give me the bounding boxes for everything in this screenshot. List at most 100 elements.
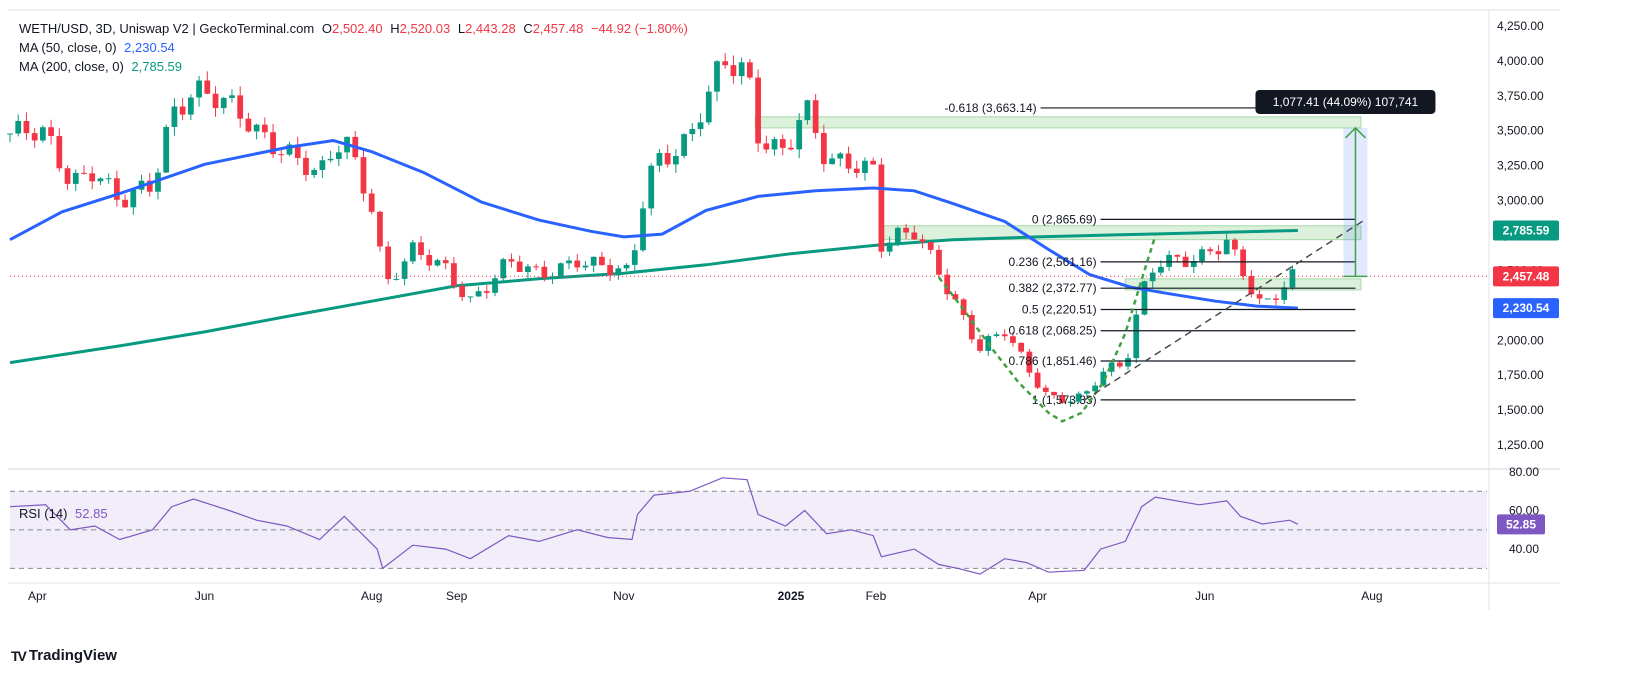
price-tick: 3,000.00 [1497,194,1544,208]
candle-up [1190,261,1197,267]
candle-up [1166,254,1173,267]
candle-down [936,249,942,275]
fib-label-0.236: 0.236 (2,561.16) [1009,255,1097,269]
tradingview-logo[interactable]: TV TradingView [11,647,117,664]
candle-up [7,133,13,135]
candle-up [1125,358,1131,367]
candle-up [705,91,712,123]
candle-up [1075,393,1082,402]
measure-arrow-head [1344,126,1366,139]
ohlc-change: −44.92 (−1.80%) [590,21,688,36]
candle-up [631,250,638,265]
time-label: Feb [866,589,887,603]
ma50-label: MA (50, close, 0) [19,40,117,55]
candle-up [582,265,589,268]
last-price-tag-text: 2,457.48 [1503,269,1550,283]
ohlc-open: O2,502.40 [321,21,383,36]
candle-up [1158,266,1164,273]
ma50-price-tag [1493,298,1559,319]
candle-up [1108,362,1115,372]
candle-down [1059,395,1066,403]
candle-up [829,158,835,165]
candle-down [763,143,770,150]
candle-up [187,97,194,115]
candle-up [220,97,227,109]
ma200-legend[interactable]: MA (200, close, 0) 2,785.59 [19,59,186,74]
candle-up [155,172,161,192]
candle-up [1141,281,1148,315]
candle-down [294,144,301,158]
ma200-value: 2,785.59 [131,59,183,74]
candle-up [566,260,572,264]
candle-up [1067,401,1074,403]
rsi-legend[interactable]: RSI (14) 52.85 [19,506,112,521]
candle-up [1223,239,1230,255]
trend-line [1083,218,1367,401]
candle-down [845,153,852,169]
candle-down [23,120,30,134]
candle-down [516,261,523,272]
ma200-price-tag-text: 2,785.59 [1503,224,1550,238]
candle-down [730,65,737,77]
time-label: Aug [361,589,382,603]
price-tick: 2,000.00 [1497,333,1544,347]
candle-up [1133,314,1140,359]
candle-down [508,259,515,262]
time-label: Jun [195,589,214,603]
candle-up [557,263,564,278]
candle-down [903,227,909,233]
candle-up [640,208,646,251]
candle-down [960,299,967,315]
ma200-label: MA (200, close, 0) [19,59,124,74]
candle-up [319,160,326,170]
candle-up [409,242,416,262]
candle-up [894,227,901,243]
candle-up [311,169,318,175]
candle-down [179,106,186,115]
candle-down [1232,239,1238,250]
candle-down [48,127,54,137]
ohlc-close: C2,457.48 [523,21,584,36]
ma50-value: 2,230.54 [124,40,175,55]
candle-up [475,291,482,297]
price-tick: 1,750.00 [1497,368,1544,382]
candle-down [360,157,367,194]
fib-label-0.618: 0.618 (2,068.25) [1009,324,1097,338]
candle-down [451,263,457,286]
ma50-legend[interactable]: MA (50, close, 0) 2,230.54 [19,40,179,55]
candle-down [574,260,581,268]
candle-up [492,278,498,293]
candle-up [714,61,720,92]
candle-down [870,160,877,165]
candle-up [590,256,597,266]
candle-up [796,120,803,150]
fib-label-0.382: 0.382 (2,372.77) [1009,281,1097,295]
candle-down [418,242,424,256]
candle-down [1001,334,1008,337]
candle-down [146,180,153,192]
upper-target-zone [754,116,1362,129]
candle-up [549,277,556,279]
time-label: Apr [1028,589,1047,603]
candle-down [204,80,211,94]
candle-down [1207,249,1214,252]
candle-up [525,266,531,272]
candle-up [738,62,745,77]
candle-up [886,242,893,252]
candle-down [270,132,276,155]
resistance-zone [880,225,1362,241]
candle-down [1116,362,1123,367]
symbol-legend[interactable]: WETH/USD, 3D, Uniswap V2 | GeckoTerminal… [19,21,692,36]
candle-down [442,260,449,264]
candle-down [377,211,383,247]
price-tick: 1,500.00 [1497,403,1544,417]
rsi-label: RSI (14) [19,506,68,521]
price-tick: 1,250.00 [1497,438,1544,452]
rsi-value: 52.85 [75,506,108,521]
ma50-layer [9,138,1298,310]
candle-down [911,232,918,240]
measure-label: 1,077.41 (44.09%) 107,741 [1273,95,1419,109]
time-axis[interactable]: Apr Jun Aug Sep Nov 2025 Feb Apr Jun Aug [28,589,1383,603]
fib-label-0.786: 0.786 (1,851.46) [1009,354,1097,368]
